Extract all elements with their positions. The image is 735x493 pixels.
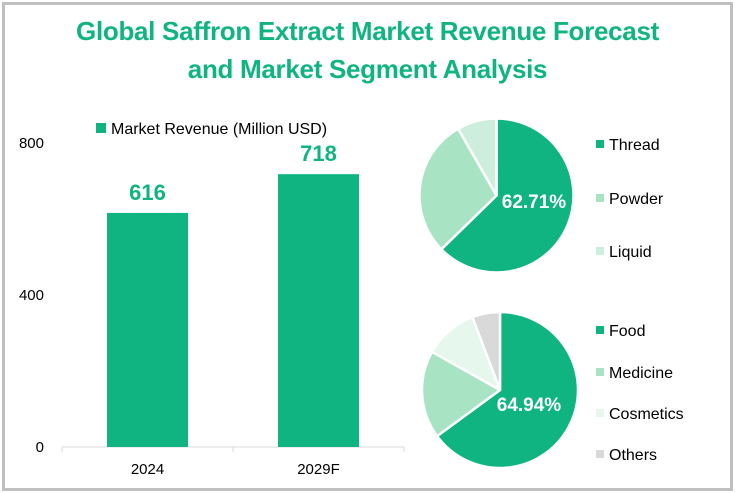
- pie-slice-medicine: [420, 350, 502, 438]
- bar-legend: Market Revenue (Million USD): [96, 121, 327, 138]
- pie-slice-thread: [440, 117, 575, 274]
- y-axis: 0 400 800: [19, 135, 44, 456]
- legend-swatch-others: [596, 450, 604, 458]
- y-tick-label: 0: [36, 439, 44, 456]
- pie-data-label-thread: 62.71%: [502, 192, 567, 213]
- pie-legend-application: Food Medicine Cosmetics Others: [596, 323, 684, 464]
- legend-swatch-market-revenue: [96, 123, 106, 133]
- legend-swatch-cosmetics: [596, 409, 604, 417]
- legend-swatch-medicine: [596, 368, 604, 376]
- legend-label-liquid: Liquid: [609, 244, 652, 261]
- title-line-2: and Market Segment Analysis: [187, 54, 548, 84]
- legend-label-thread: Thread: [609, 137, 660, 154]
- pie-slice-others: [471, 310, 502, 392]
- pie-data-label-food: 64.94%: [497, 395, 562, 416]
- legend-swatch-liquid: [596, 247, 604, 255]
- legend-swatch-thread: [596, 140, 604, 148]
- chart-title: Global Saffron Extract Market Revenue Fo…: [0, 12, 735, 88]
- pie-slice-powder: [418, 127, 498, 251]
- legend-label-cosmetics: Cosmetics: [609, 406, 684, 423]
- x-tick-label-2029f: 2029F: [297, 461, 340, 478]
- bar-data-label-2029f: 718: [300, 141, 337, 166]
- x-axis: 2024 2029F: [61, 447, 405, 478]
- pie-slice-liquid: [456, 117, 498, 197]
- bar-2029f: [278, 174, 359, 447]
- y-tick-label: 400: [19, 287, 44, 304]
- legend-label-powder: Powder: [609, 191, 664, 208]
- legend-label-food: Food: [609, 323, 645, 340]
- legend-swatch-food: [596, 326, 604, 334]
- bar-2024: [107, 212, 188, 447]
- legend-label-medicine: Medicine: [609, 365, 673, 382]
- legend-label-market-revenue: Market Revenue (Million USD): [111, 121, 327, 138]
- x-tick-label-2024: 2024: [131, 461, 164, 478]
- pie-chart-form: 62.71%: [418, 117, 575, 274]
- bars: 616 718: [107, 141, 359, 447]
- bar-chart: Market Revenue (Million USD) 0 400 800 202…: [19, 121, 405, 478]
- pie-legend-form: Thread Powder Liquid: [596, 137, 664, 261]
- pie-slice-food: [435, 310, 580, 470]
- pie-chart-application: 64.94%: [420, 310, 580, 470]
- y-tick-label: 800: [19, 135, 44, 152]
- title-line-1: Global Saffron Extract Market Revenue Fo…: [76, 16, 659, 46]
- legend-label-others: Others: [609, 447, 657, 464]
- bar-data-label-2024: 616: [129, 180, 166, 205]
- legend-swatch-powder: [596, 194, 604, 202]
